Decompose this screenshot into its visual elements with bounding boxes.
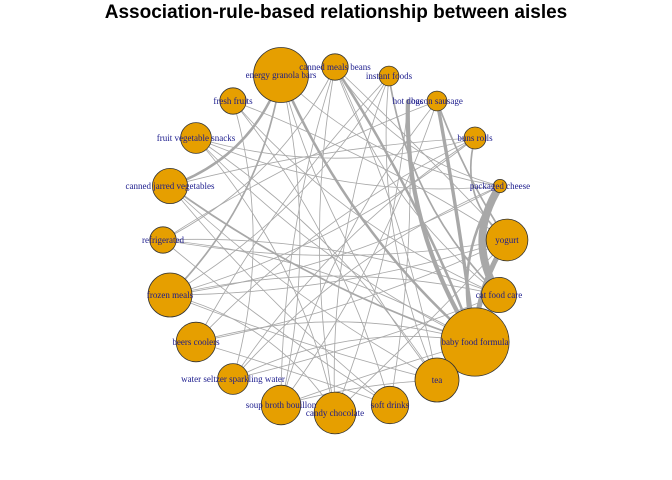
edge: [162, 238, 500, 296]
edge: [195, 137, 501, 190]
edge: [232, 294, 500, 380]
node-label: yogurt: [495, 235, 519, 245]
edge: [195, 137, 476, 343]
node-label: hot dogs: [393, 96, 424, 106]
node-circle: [151, 167, 188, 204]
node-label: refrigerated: [142, 235, 184, 245]
edge: [280, 74, 438, 381]
edge: [334, 66, 438, 381]
node-circle: [480, 276, 517, 313]
edge: [169, 275, 500, 296]
node-label: fresh fruits: [213, 96, 253, 106]
edge: [169, 137, 476, 296]
node-circle: [313, 391, 357, 435]
edge: [169, 75, 390, 296]
edge: [169, 185, 391, 406]
edge: [280, 100, 438, 406]
node-label: cat food care: [476, 290, 522, 300]
node-label: fruit vegetable snacks: [157, 133, 236, 143]
edge: [232, 100, 254, 380]
edge: [280, 66, 336, 406]
node-circle: [149, 226, 177, 254]
edge: [232, 100, 508, 241]
edge: [169, 239, 508, 296]
edge: [280, 74, 501, 187]
node-label: baby food formula: [442, 337, 509, 347]
edge: [280, 74, 301, 406]
edge: [385, 75, 438, 381]
edge: [162, 239, 391, 406]
edge: [334, 100, 409, 414]
node-label: instant foods: [366, 71, 413, 81]
node-label: packaged cheese: [470, 181, 530, 191]
edge: [436, 100, 508, 241]
edge: [169, 74, 282, 296]
node-circle: [219, 87, 247, 115]
node-label: canned jarred vegetables: [126, 181, 215, 191]
edge-layer: [162, 65, 510, 414]
edge: [334, 239, 508, 414]
edge: [232, 185, 501, 380]
node-circle: [378, 65, 400, 87]
edge: [195, 137, 476, 343]
node-label: bacon sausage: [411, 96, 463, 106]
node-circle: [440, 307, 510, 377]
edge: [162, 66, 336, 241]
node-circle: [217, 363, 249, 395]
node-circle: [414, 357, 460, 403]
node-circle: [463, 126, 487, 150]
node-circle: [370, 385, 410, 425]
node-circle: [180, 122, 212, 154]
node-label: water seltzer sparkling water: [181, 374, 285, 384]
edge: [169, 137, 476, 187]
node-circle: [426, 90, 448, 112]
edge: [162, 239, 476, 343]
edge: [232, 100, 391, 406]
edge: [232, 137, 476, 380]
node-label: soup broth bouillon: [246, 400, 317, 410]
edge: [195, 239, 508, 343]
edge: [195, 137, 476, 159]
edge: [162, 100, 438, 241]
edge: [195, 75, 390, 343]
edge: [319, 66, 336, 414]
edge: [195, 137, 438, 381]
node-circle: [492, 178, 507, 193]
edge: [169, 185, 438, 381]
edge: [232, 100, 500, 296]
node-label: soft drinks: [371, 400, 410, 410]
node-circle: [485, 218, 529, 262]
node-circle: [260, 384, 302, 426]
edge: [195, 341, 391, 406]
edge: [389, 100, 411, 406]
edge: [334, 66, 508, 241]
node-label: tea: [432, 375, 443, 385]
node-layer: [147, 47, 529, 435]
edge: [169, 294, 438, 381]
edge: [280, 100, 438, 406]
edge: [333, 65, 477, 344]
node-circle: [253, 47, 309, 103]
node-label: energy granola bars: [246, 70, 317, 80]
edge: [334, 66, 500, 296]
edge: [169, 294, 336, 414]
node-circle: [175, 321, 217, 363]
node-label: canned meals beans: [299, 62, 371, 72]
node-circle: [147, 272, 193, 318]
edge: [279, 73, 477, 344]
edge: [162, 239, 508, 256]
node-label: buns rolls: [457, 133, 493, 143]
node-label: frozen meals: [147, 290, 194, 300]
edge: [169, 185, 501, 296]
node-label: beers coolers: [172, 337, 220, 347]
chart-title: Association-rule-based relationship betw…: [104, 2, 568, 23]
edge: [195, 321, 476, 343]
node-circle: [321, 53, 349, 81]
edge: [195, 137, 336, 414]
node-label: candy chocolate: [306, 408, 364, 418]
